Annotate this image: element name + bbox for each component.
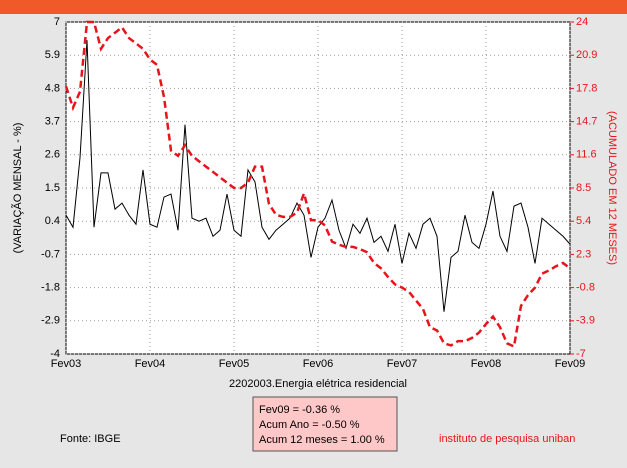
y2-tick-label: 11.6 bbox=[576, 149, 597, 161]
y-tick-label: -2.9 bbox=[41, 315, 60, 327]
y-tick-label: 4.8 bbox=[45, 82, 60, 94]
summary-box bbox=[252, 396, 398, 452]
y-tick-label: 7 bbox=[54, 16, 60, 28]
y2-tick-label: 20.9 bbox=[576, 49, 597, 61]
y-tick-label: 3.7 bbox=[45, 116, 60, 128]
summary-line: Acum 12 meses = 1.00 % bbox=[259, 434, 385, 446]
y2-tick-label: -3.9 bbox=[576, 315, 595, 327]
x-tick-label: Fev07 bbox=[387, 358, 418, 370]
x-tick-label: Fev09 bbox=[555, 358, 586, 370]
y-tick-label: 1.5 bbox=[45, 182, 60, 194]
y-tick-label: -1.8 bbox=[41, 282, 60, 294]
y2-axis-label: (ACUMULADO EM 12 MESES) bbox=[606, 111, 618, 265]
header-bar bbox=[0, 0, 627, 14]
series-line bbox=[65, 40, 571, 312]
y-tick-label: 2.6 bbox=[45, 149, 60, 161]
summary-line: Acum Ano = -0.50 % bbox=[259, 419, 360, 431]
y-tick-label: -0.7 bbox=[41, 248, 60, 260]
y2-tick-label: 2.3 bbox=[576, 248, 591, 260]
y2-tick-label: 24 bbox=[576, 16, 588, 28]
summary-line: Fev09 = -0.36 % bbox=[259, 404, 340, 416]
x-tick-label: Fev06 bbox=[303, 358, 334, 370]
x-tick-label: Fev03 bbox=[51, 358, 82, 370]
y2-tick-label: 8.5 bbox=[576, 182, 591, 194]
credit: instituto de pesquisa uniban bbox=[439, 433, 575, 445]
x-tick-label: Fev04 bbox=[135, 358, 166, 370]
y2-tick-label: 14.7 bbox=[576, 116, 597, 128]
x-axis-label: 2202003.Energia elétrica residencial bbox=[229, 378, 407, 390]
y2-tick-label: -0.8 bbox=[576, 282, 595, 294]
y2-tick-label: -7 bbox=[576, 348, 586, 360]
y2-tick-label: 5.4 bbox=[576, 215, 591, 227]
x-tick-label: Fev05 bbox=[219, 358, 250, 370]
y-tick-label: -4 bbox=[50, 348, 60, 360]
x-tick-label: Fev08 bbox=[471, 358, 502, 370]
series-line bbox=[64, 20, 571, 349]
y-tick-label: 0.4 bbox=[45, 215, 60, 227]
y-axis-label: (VARIAÇÃO MENSAL - %) bbox=[11, 123, 24, 254]
y2-tick-label: 17.8 bbox=[576, 82, 597, 94]
y-tick-label: 5.9 bbox=[45, 49, 60, 61]
source: Fonte: IBGE bbox=[60, 433, 121, 445]
